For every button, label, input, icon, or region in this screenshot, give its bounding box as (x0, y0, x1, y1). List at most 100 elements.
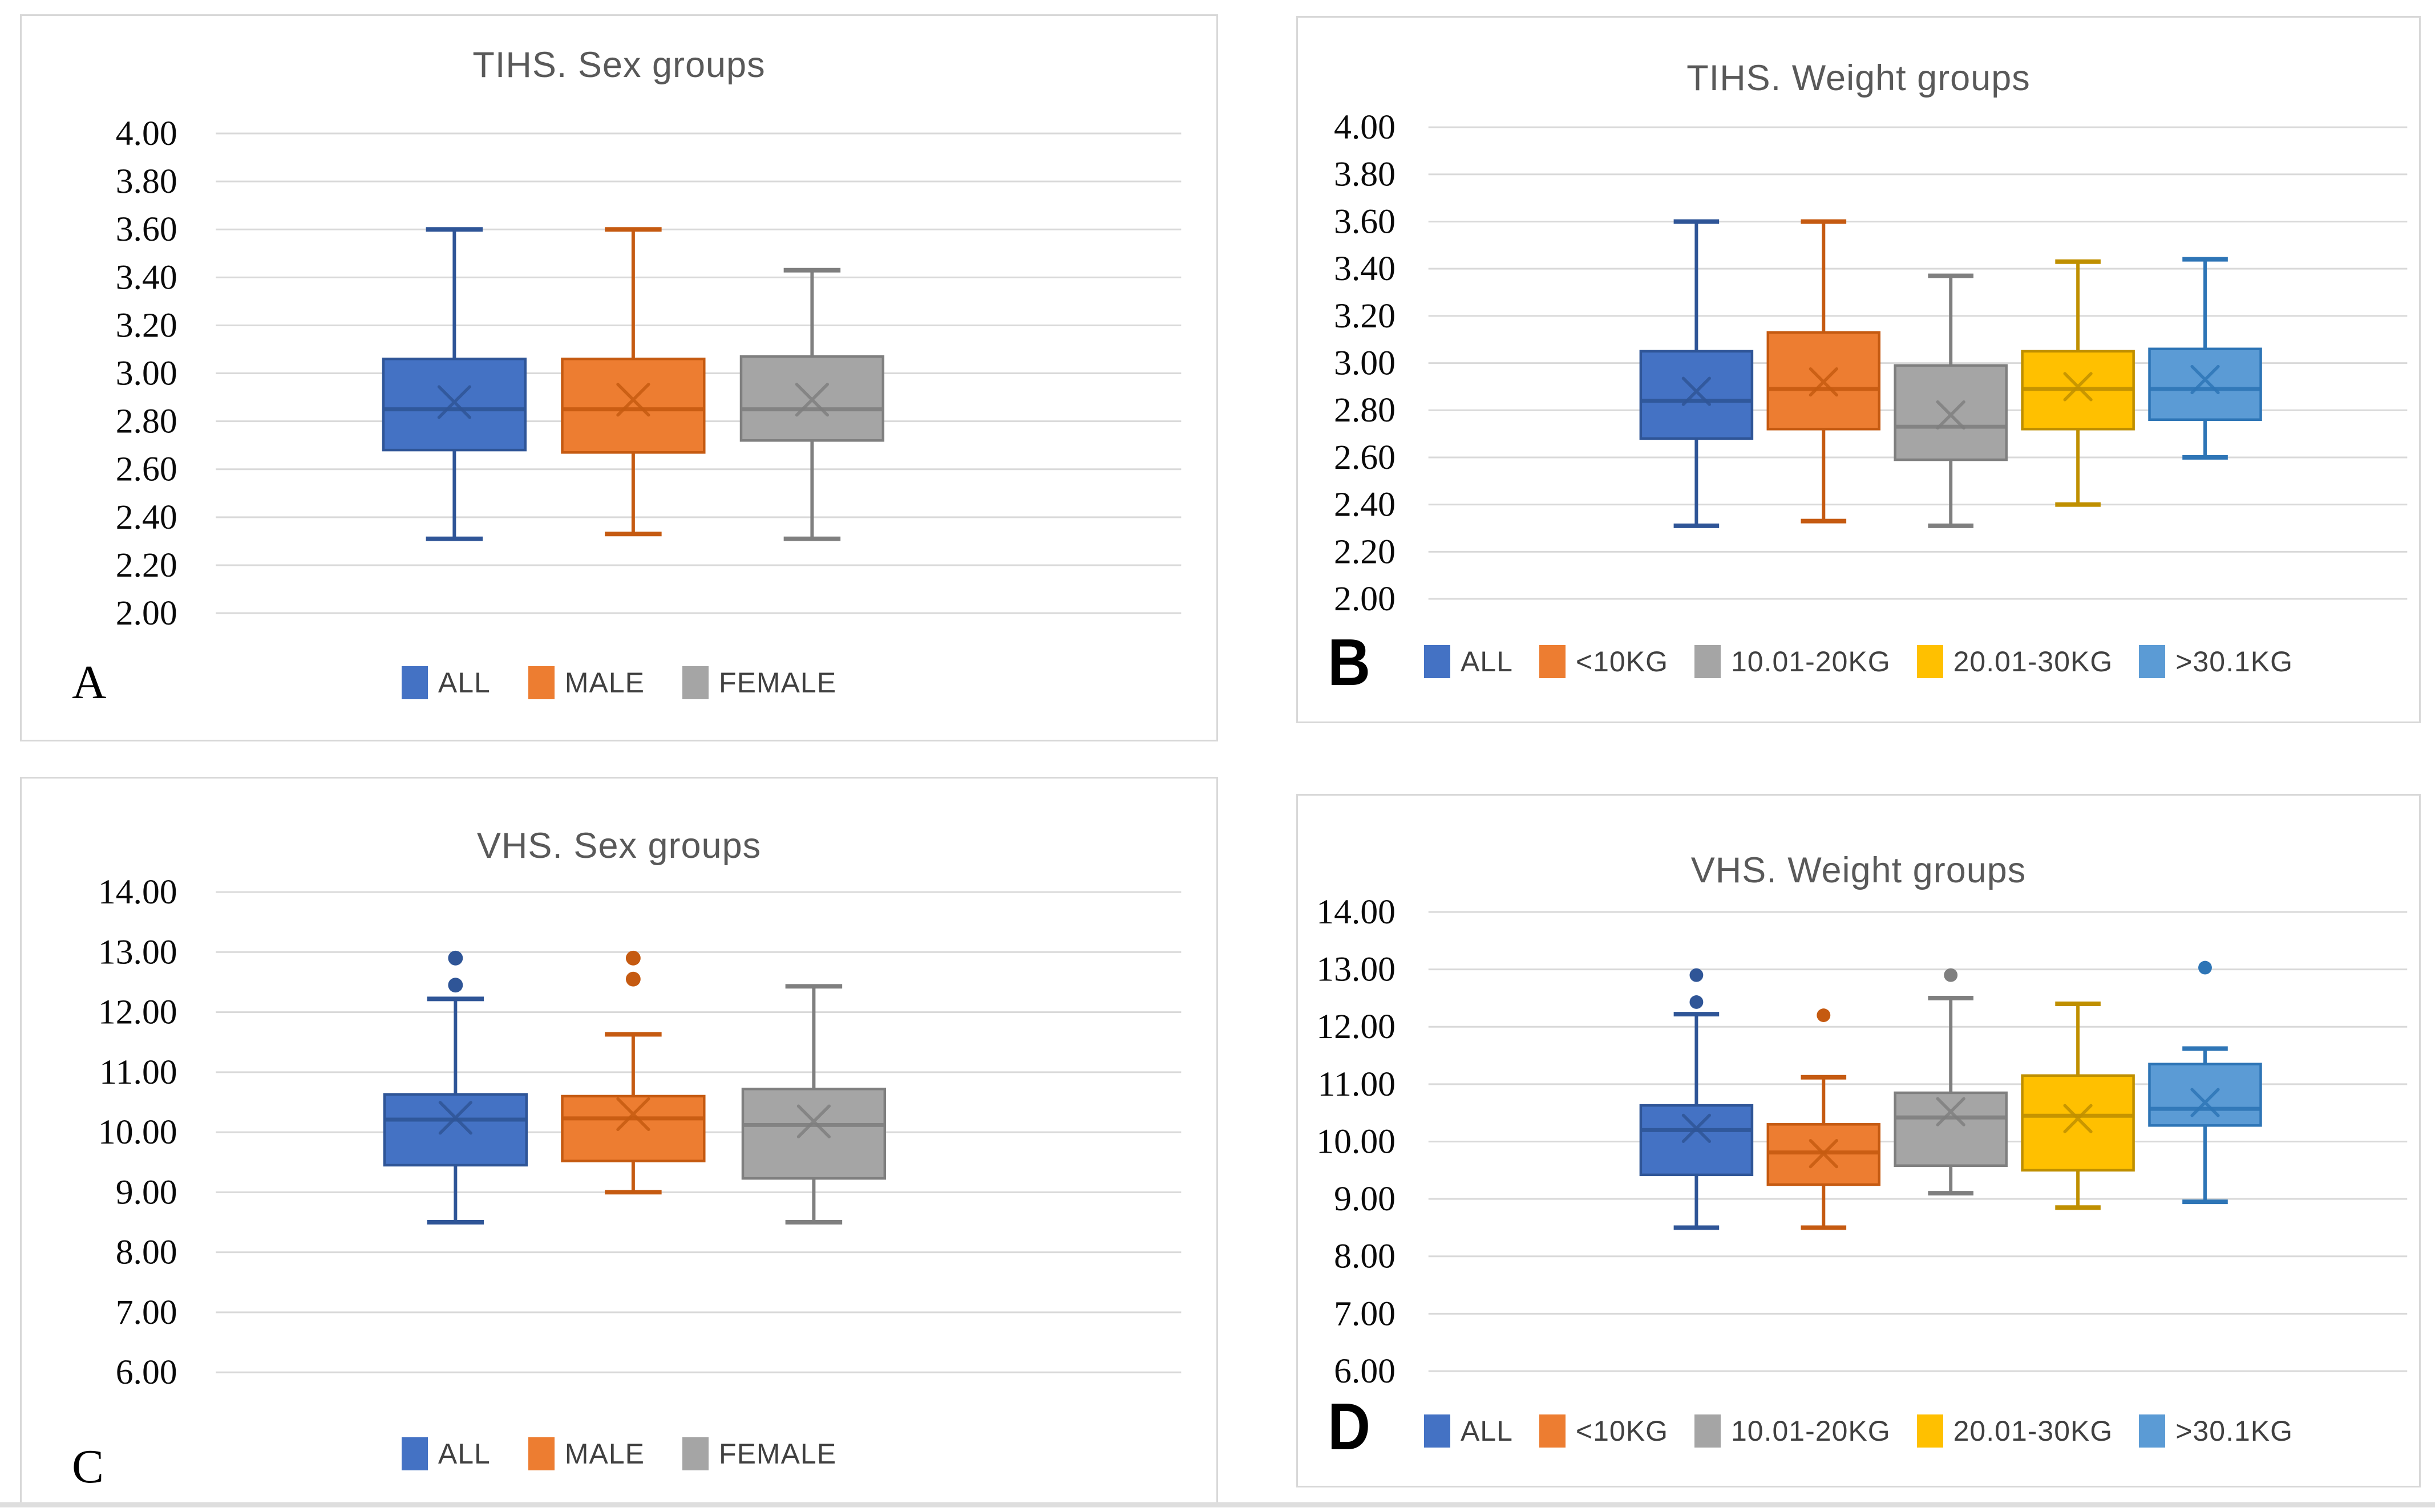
mean-marker (1936, 1097, 1965, 1126)
outlier-point (1944, 968, 1958, 982)
y-tick-label: 3.20 (1334, 297, 1396, 335)
y-tick-label: 6.00 (116, 1353, 177, 1392)
y-tick-label: 10.00 (98, 1113, 177, 1152)
chart-title: TIHS. Weight groups (1686, 58, 2030, 98)
box-10.01-20KG (1894, 364, 2008, 461)
panel-chart-d: VHS. Weight groups 14.00 13.00 12.00 11.00 1… (1296, 794, 2421, 1487)
box-10.01-20KG (1894, 1091, 2008, 1167)
box->30.1KG (2148, 347, 2262, 421)
legend-swatch-icon (1539, 645, 1566, 678)
mean-marker (1809, 367, 1838, 397)
legend-item-20-01-30kg: 20.01-30KG (1916, 1414, 2113, 1448)
box-MALE (561, 1095, 706, 1162)
mean-marker (1936, 400, 1965, 430)
legend-label: 10.01-20KG (1730, 646, 1891, 678)
y-tick-label: 4.00 (116, 114, 177, 153)
y-tick-label: 3.60 (116, 210, 177, 249)
page-bottom-rule (0, 1502, 2435, 1507)
legend-item-all: ALL (1423, 1414, 1513, 1448)
outlier-point (1689, 995, 1704, 1009)
y-tick-label: 11.00 (99, 1053, 177, 1092)
legend-item-female: FEMALE (682, 1437, 836, 1470)
mean-marker (616, 1097, 650, 1132)
y-tick-label: 2.60 (116, 450, 177, 489)
boxplot-vhs-sex: 14.00 13.00 12.00 11.00 10.00 9.00 8.00 7.00 6.0… (98, 873, 1182, 1392)
y-tick-label: 3.80 (116, 162, 177, 201)
y-tick-label: 3.00 (116, 354, 177, 393)
mean-marker (2190, 1088, 2220, 1117)
box-ALL (382, 358, 527, 452)
boxplot-tihs-sex: 4.00 3.80 3.60 3.40 3.20 3.00 2.80 2.60 2.40 2.20… (116, 114, 1182, 633)
legend-label: ALL (438, 1438, 491, 1470)
outlier-point (625, 950, 641, 966)
chart-title: VHS. Weight groups (1690, 850, 2027, 890)
box-MALE (561, 358, 706, 454)
legend-item-male: MALE (528, 1437, 645, 1470)
legend-label: 20.01-30KG (1953, 1415, 2113, 1447)
legend-item-10-01-20kg: 10.01-20KG (1694, 645, 1891, 678)
y-tick-label: 2.40 (1334, 485, 1396, 524)
y-tick-label: 7.00 (1334, 1294, 1396, 1333)
box-FEMALE (741, 1088, 887, 1180)
y-tick-label: 13.00 (1316, 950, 1396, 989)
panel-chart-a: TIHS. Sex groups 4.00 3.80 3.60 3.40 3.20 3.0… (20, 14, 1218, 741)
legend: ALL <10KG 10.01-20KG 20.01-30KG >30.1KG (1298, 1414, 2419, 1448)
legend-swatch-icon (401, 1437, 428, 1470)
outlier-point (448, 978, 463, 993)
mean-marker (438, 1101, 472, 1135)
y-tick-label: 2.20 (1334, 532, 1396, 571)
legend-item-female: FEMALE (682, 666, 836, 699)
legend-swatch-icon (682, 666, 709, 699)
mean-marker (2190, 364, 2220, 395)
y-tick-label: 8.00 (116, 1233, 177, 1272)
y-tick-label: 3.80 (1334, 155, 1396, 194)
legend-swatch-icon (401, 666, 428, 699)
y-tick-label: 3.40 (116, 258, 177, 297)
outlier-point (625, 971, 641, 987)
y-tick-label: 9.00 (116, 1173, 177, 1211)
legend-swatch-icon (1916, 1414, 1943, 1448)
legend-label: ALL (438, 667, 491, 699)
legend-item--10kg: <10KG (1539, 645, 1668, 678)
mean-marker (796, 1104, 831, 1138)
legend: ALL MALE FEMALE (22, 1437, 1216, 1470)
legend-item-all: ALL (401, 1437, 491, 1470)
outlier-point (448, 950, 463, 966)
chart-title: VHS. Sex groups (476, 826, 762, 866)
legend-swatch-icon (528, 1437, 555, 1470)
mean-marker (795, 383, 830, 417)
y-tick-label: 2.20 (116, 546, 177, 585)
legend-swatch-icon (2139, 1414, 2166, 1448)
legend-swatch-icon (1539, 1414, 1566, 1448)
box-ALL (1639, 1104, 1754, 1177)
legend-label: MALE (564, 667, 645, 699)
legend-item-male: MALE (528, 666, 645, 699)
legend-label: ALL (1460, 646, 1513, 678)
legend-label: <10KG (1575, 646, 1668, 678)
y-tick-label: 2.80 (1334, 391, 1396, 429)
legend-label: >30.1KG (2175, 1415, 2294, 1447)
y-tick-label: 2.40 (116, 498, 177, 537)
y-tick-label: 8.00 (1334, 1237, 1396, 1276)
legend-swatch-icon (1916, 645, 1943, 678)
legend-label: FEMALE (719, 667, 837, 699)
y-tick-label: 6.00 (1334, 1352, 1396, 1391)
outlier-point (2198, 960, 2212, 975)
legend-item-all: ALL (401, 666, 491, 699)
y-tick-label: 3.60 (1334, 202, 1396, 241)
outlier-point (1817, 1008, 1831, 1023)
legend-item-20-01-30kg: 20.01-30KG (1916, 645, 2113, 678)
legend-label: 10.01-20KG (1730, 1415, 1891, 1447)
legend-swatch-icon (1423, 645, 1450, 678)
y-tick-label: 2.00 (1334, 579, 1396, 618)
legend-item--10kg: <10KG (1539, 1414, 1668, 1448)
mean-marker (2063, 372, 2093, 402)
mean-marker (1681, 376, 1712, 406)
legend-label: <10KG (1575, 1415, 1668, 1447)
mean-marker (1809, 1139, 1838, 1169)
legend-swatch-icon (2139, 645, 2166, 678)
legend-label: >30.1KG (2175, 646, 2294, 678)
mean-marker (1681, 1113, 1712, 1143)
y-tick-label: 7.00 (116, 1293, 177, 1332)
